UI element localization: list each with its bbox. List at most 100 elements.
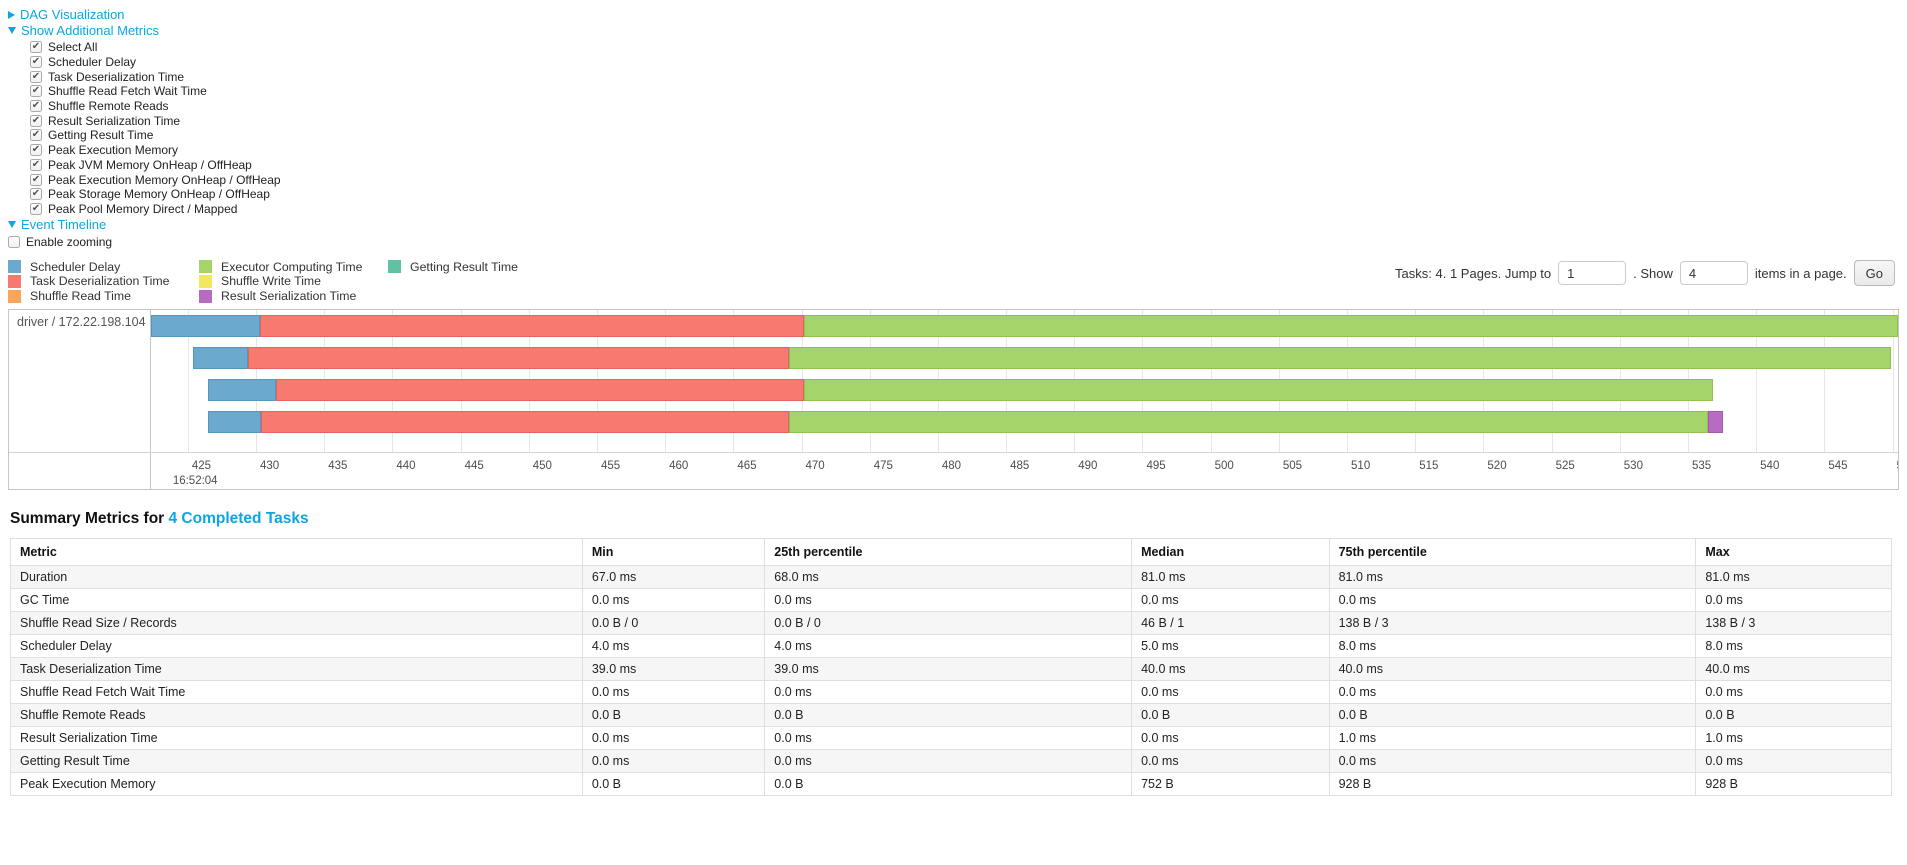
task-4-segment-scheduler-delay[interactable] (208, 411, 262, 434)
task-2-segment-scheduler-delay[interactable] (193, 347, 248, 370)
completed-tasks-link[interactable]: 4 Completed Tasks (168, 510, 309, 528)
metric-value-cell: 0.0 B (1131, 703, 1330, 728)
gridline-540 (1756, 310, 1758, 454)
jump-to-page-input[interactable] (1558, 261, 1627, 286)
items-per-page-input[interactable] (1679, 261, 1748, 286)
metric-value-cell: 0.0 ms (764, 726, 1133, 751)
legend-item-shuffle-read-time: Shuffle Read Time (8, 289, 199, 304)
metric-checkbox-row-peak-execution-memory: Peak Execution Memory (30, 143, 1899, 158)
task-4-segment-executor-computing[interactable] (789, 411, 1709, 434)
checkbox-shuffle-remote-reads[interactable] (30, 100, 42, 113)
metric-value-cell: 0.0 B / 0 (581, 611, 766, 636)
task-2-segment-executor-computing[interactable] (789, 347, 1892, 370)
metric-checkbox-row-result-serialization-time: Result Serialization Time (30, 113, 1899, 128)
axis-tick-490: 490 (1078, 460, 1098, 473)
metric-checkbox-row-peak-pool-memory-direct-mapped: Peak Pool Memory Direct / Mapped (30, 202, 1899, 217)
metric-value-cell: 0.0 ms (1695, 588, 1892, 613)
legend-label: Result Serialization Time (221, 289, 357, 304)
checkbox-peak-storage-memory-onheap-offheap[interactable] (30, 188, 42, 201)
checkbox-peak-pool-memory-direct-mapped[interactable] (30, 202, 42, 215)
task-3-segment-task-deserialization[interactable] (276, 379, 805, 402)
column-header-median: Median (1131, 538, 1330, 567)
metric-value-cell: 0.0 ms (1695, 749, 1892, 774)
axis-tick-425: 425 (191, 460, 211, 473)
metric-value-cell: 0.0 ms (581, 749, 766, 774)
metric-value-cell: 1.0 ms (1695, 726, 1892, 751)
task-2-segment-task-deserialization[interactable] (247, 347, 790, 370)
metric-value-cell: 39.0 ms (764, 657, 1133, 682)
event-timeline-link[interactable]: Event Timeline (21, 217, 107, 233)
metric-name-cell: GC Time (10, 588, 583, 613)
metric-checkbox-row-scheduler-delay: Scheduler Delay (30, 55, 1899, 70)
metric-value-cell: 5.0 ms (1131, 634, 1330, 659)
axis-tick-475: 475 (873, 460, 893, 473)
checkbox-label-result-serialization-time: Result Serialization Time (48, 113, 181, 128)
legend-label: Scheduler Delay (30, 259, 121, 274)
checkbox-peak-execution-memory-onheap-offheap[interactable] (30, 173, 42, 186)
checkbox-label-peak-pool-memory-direct-mapped: Peak Pool Memory Direct / Mapped (48, 201, 238, 216)
checkbox-label-peak-jvm-memory-onheap-offheap: Peak JVM Memory OnHeap / OffHeap (48, 157, 252, 172)
metric-value-cell: 0.0 B (764, 772, 1133, 797)
task-1-segment-task-deserialization[interactable] (260, 315, 805, 338)
table-row-task-deserialization-time: Task Deserialization Time 39.0 ms 39.0 ms 4… (10, 657, 1892, 682)
checkbox-label-task-deserialization-time: Task Deserialization Time (48, 69, 185, 84)
axis-tick-495: 495 (1146, 460, 1166, 473)
legend-item-scheduler-delay: Scheduler Delay (8, 259, 199, 274)
checkbox-scheduler-delay[interactable] (30, 56, 42, 69)
legend-item-result-serialization-time: Result Serialization Time (199, 289, 388, 304)
dag-visualization-toggle[interactable]: DAG Visualization (8, 7, 1899, 22)
metric-name-cell: Getting Result Time (10, 749, 583, 774)
event-timeline-chart: driver / 172.22.198.104 425 16:52:04 430 43… (8, 309, 1899, 491)
task-1-segment-scheduler-delay[interactable] (151, 315, 261, 338)
task-3-segment-scheduler-delay[interactable] (208, 379, 277, 402)
checkbox-task-deserialization-time[interactable] (30, 70, 42, 83)
metric-value-cell: 0.0 B (1328, 703, 1697, 728)
task-4-segment-task-deserialization[interactable] (261, 411, 790, 434)
table-row-shuffle-remote-reads: Shuffle Remote Reads 0.0 B 0.0 B 0.0 B 0.0 B… (10, 703, 1892, 728)
checkbox-result-serialization-time[interactable] (30, 114, 42, 127)
go-button[interactable]: Go (1853, 260, 1895, 287)
axis-tick-435: 435 (328, 460, 348, 473)
axis-tick-540: 540 (1760, 460, 1780, 473)
axis-time-sublabel: 16:52:04 (172, 475, 218, 488)
table-row-shuffle-read-size-records: Shuffle Read Size / Records 0.0 B / 0 0.0 … (10, 611, 1892, 636)
axis-tick-545: 545 (1828, 460, 1848, 473)
metric-value-cell: 4.0 ms (764, 634, 1133, 659)
axis-tick-535: 535 (1691, 460, 1712, 473)
metric-checkbox-row-peak-storage-memory-onheap-offheap: Peak Storage Memory OnHeap / OffHeap (30, 187, 1899, 202)
column-header-75th-percentile: 75th percentile (1328, 538, 1697, 567)
legend-swatch-icon-result_serialization (199, 289, 212, 303)
axis-separator-line (9, 452, 1898, 454)
gridline-425 (187, 310, 189, 454)
metric-value-cell: 40.0 ms (1695, 657, 1892, 682)
dag-visualization-link[interactable]: DAG Visualization (20, 7, 125, 22)
metric-value-cell: 0.0 ms (1328, 749, 1697, 774)
checkbox-shuffle-read-fetch-wait-time[interactable] (30, 85, 42, 98)
task-3-segment-executor-computing[interactable] (804, 379, 1713, 402)
metric-value-cell: 752 B (1131, 772, 1330, 797)
metric-checkbox-row-peak-jvm-memory-onheap-offheap: Peak JVM Memory OnHeap / OffHeap (30, 158, 1899, 173)
axis-tick-505: 505 (1282, 460, 1303, 473)
event-timeline-toggle[interactable]: Event Timeline (8, 217, 1899, 232)
task-1-segment-executor-computing[interactable] (804, 315, 1898, 338)
checkbox-label-peak-execution-memory: Peak Execution Memory (48, 143, 179, 158)
legend-column-2: Executor Computing Time Shuffle Write Tim… (199, 259, 388, 303)
enable-zooming-checkbox[interactable] (8, 236, 20, 249)
metric-value-cell: 40.0 ms (1131, 657, 1330, 682)
checkbox-peak-execution-memory[interactable] (30, 144, 42, 157)
checkbox-getting-result-time[interactable] (30, 129, 42, 142)
column-header-25th-percentile: 25th percentile (764, 538, 1133, 567)
checkbox-peak-jvm-memory-onheap-offheap[interactable] (30, 158, 42, 171)
checkbox-label-peak-storage-memory-onheap-offheap: Peak Storage Memory OnHeap / OffHeap (48, 187, 270, 202)
legend-column-3: Getting Result Time (388, 259, 518, 303)
task-4-segment-result-serialization[interactable] (1708, 411, 1724, 434)
table-header-row: Metric Min 25th percentile Median 75th perce… (10, 538, 1892, 567)
metric-checkbox-row-select-all: Select All (30, 40, 1899, 55)
stage-page: DAG Visualization Show Additional Metric… (0, 0, 1907, 796)
checkbox-label-shuffle-read-fetch-wait-time: Shuffle Read Fetch Wait Time (48, 84, 207, 99)
checkbox-select-all[interactable] (30, 41, 42, 54)
show-additional-metrics-link[interactable]: Show Additional Metrics (21, 23, 160, 38)
show-additional-metrics-toggle[interactable]: Show Additional Metrics (8, 23, 1899, 38)
metric-value-cell: 0.0 B (581, 703, 766, 728)
